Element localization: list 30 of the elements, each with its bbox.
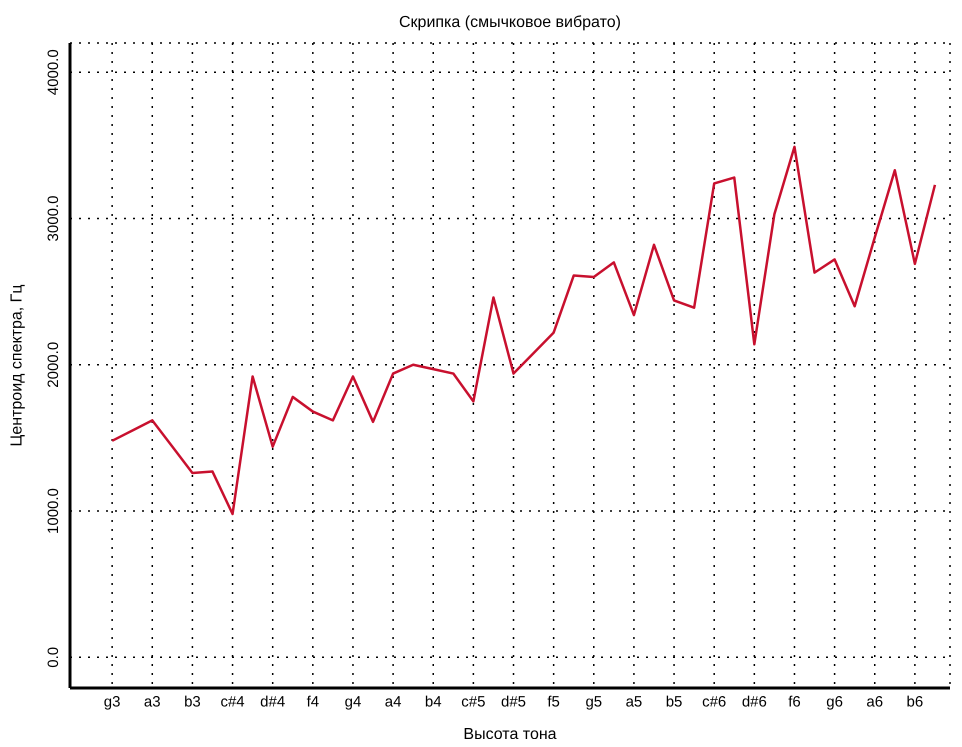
x-tick-label: b6 xyxy=(906,694,924,711)
x-tick-label: g3 xyxy=(104,694,120,711)
x-tick-label: c#5 xyxy=(461,694,486,711)
x-tick-label: g6 xyxy=(826,694,843,711)
x-tick-label: f6 xyxy=(788,694,801,711)
x-tick-label: d#6 xyxy=(742,694,767,711)
y-tick-label: 4000.0 xyxy=(45,49,62,96)
y-tick-label: 3000.0 xyxy=(45,196,62,242)
x-tick-label: b3 xyxy=(184,694,201,711)
x-tick-label: f4 xyxy=(306,694,320,711)
x-tick-label: b4 xyxy=(424,694,442,711)
y-axis-title: Центроид спектра, Гц xyxy=(8,284,26,446)
chart-title: Скрипка (смычковое вибрато) xyxy=(398,14,622,32)
x-tick-label: a6 xyxy=(866,694,884,711)
x-tick-label: d#5 xyxy=(500,694,526,711)
x-tick-label: c#6 xyxy=(702,694,726,711)
x-tick-label: g4 xyxy=(344,694,362,711)
y-tick-label: 2000.0 xyxy=(45,342,62,388)
x-tick-label: b5 xyxy=(666,694,682,711)
line-series xyxy=(110,146,936,516)
x-tick-label: c#4 xyxy=(220,694,245,711)
x-tick-label: a4 xyxy=(384,694,402,711)
x-tick-label: g5 xyxy=(585,694,602,711)
x-tick-label: a3 xyxy=(144,694,161,711)
y-tick-label: 0.0 xyxy=(45,646,62,668)
x-axis-title: Высота тона xyxy=(463,726,557,743)
x-tick-label: f5 xyxy=(547,694,560,711)
x-tick-label: d#4 xyxy=(260,694,286,711)
y-tick-label: 1000.0 xyxy=(45,488,62,534)
x-tick-label: a5 xyxy=(626,694,642,711)
